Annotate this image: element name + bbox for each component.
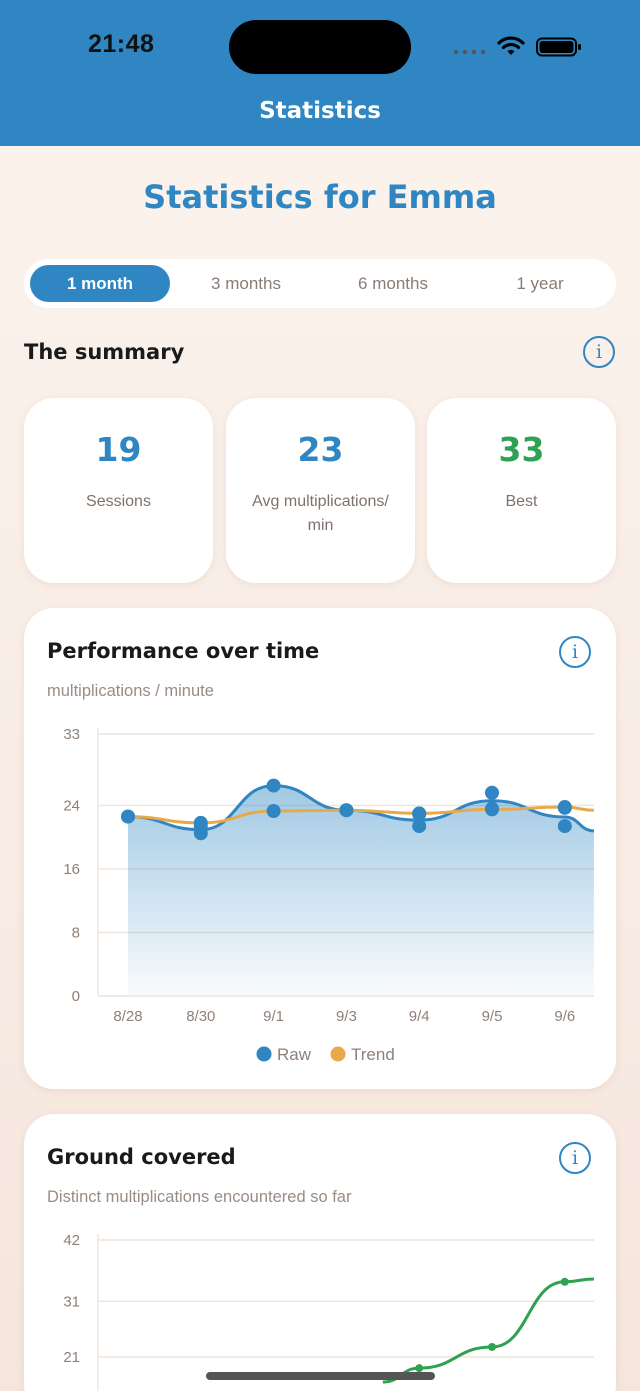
- dynamic-island: [229, 20, 411, 74]
- x-tick-label: 9/1: [263, 1008, 284, 1025]
- summary-info-icon[interactable]: i: [583, 336, 615, 368]
- x-tick-label: 9/3: [336, 1008, 357, 1025]
- legend-trend-label: Trend: [351, 1045, 395, 1064]
- stat-label: Best: [505, 493, 538, 510]
- raw-point: [485, 785, 499, 800]
- ground-subtitle: Distinct multiplications encountered so …: [47, 1188, 352, 1206]
- raw-series-line: [127, 784, 595, 833]
- raw-point: [266, 778, 281, 793]
- stat-card-best: 33 Best: [427, 398, 616, 583]
- home-indicator: [206, 1372, 435, 1380]
- battery-icon: [536, 37, 581, 57]
- legend-trend-marker: [330, 1046, 346, 1062]
- cellular-signal-icon: [453, 49, 486, 55]
- ground-chart: 21 31 42: [63, 1232, 594, 1391]
- ground-card: Ground covered i Distinct multiplication…: [24, 1114, 616, 1391]
- raw-point: [412, 807, 427, 822]
- performance-chart: 0 8 16 24 33 8/28 8/30 9/1 9/3 9/4 9/5 9/6 Raw Trend: [63, 726, 595, 1064]
- y-tick-label: 8: [72, 924, 80, 941]
- tab-1-month[interactable]: 1 month: [30, 265, 170, 302]
- page-heading: Statistics for Emma: [143, 178, 497, 216]
- stat-label: Sessions: [86, 493, 151, 510]
- raw-point: [412, 819, 427, 834]
- stat-card-sessions: 19 Sessions: [24, 398, 213, 583]
- y-tick-label: 0: [72, 988, 80, 1005]
- wifi-icon: [497, 36, 525, 55]
- performance-title: Performance over time: [47, 639, 320, 663]
- stat-value: 33: [498, 430, 545, 469]
- y-tick-label: 33: [63, 726, 80, 743]
- raw-point: [121, 809, 135, 824]
- raw-point: [557, 819, 572, 834]
- ground-series-line: [382, 1277, 594, 1384]
- status-bar: 21:48 Statistics: [0, 0, 640, 146]
- summary-title: The summary: [24, 340, 185, 364]
- raw-point: [557, 800, 572, 815]
- legend-raw-label: Raw: [277, 1045, 312, 1064]
- tab-3-months[interactable]: 3 months: [211, 274, 281, 293]
- period-selector: 1 month 3 months 6 months 1 year: [24, 259, 616, 308]
- tab-6-months[interactable]: 6 months: [358, 274, 428, 293]
- ground-point: [415, 1364, 424, 1373]
- performance-card: Performance over time i multiplications …: [24, 608, 616, 1089]
- tab-1-year[interactable]: 1 year: [516, 274, 564, 293]
- y-tick-label: 16: [63, 861, 80, 878]
- legend-raw-marker: [256, 1046, 272, 1062]
- ground-info-icon[interactable]: i: [559, 1142, 591, 1174]
- nav-title: Statistics: [259, 98, 381, 124]
- trend-point: [266, 804, 281, 819]
- stat-value: 23: [297, 430, 344, 469]
- status-time: 21:48: [88, 30, 155, 58]
- ground-title: Ground covered: [47, 1145, 236, 1169]
- performance-info-icon[interactable]: i: [559, 636, 591, 668]
- stat-value: 19: [95, 430, 142, 469]
- raw-point: [339, 803, 354, 818]
- x-tick-label: 9/4: [409, 1008, 430, 1025]
- stat-label: Avg multiplications/ min: [252, 493, 389, 534]
- raw-point: [193, 826, 208, 841]
- y-tick-label: 31: [63, 1293, 80, 1310]
- x-tick-label: 9/6: [554, 1008, 575, 1025]
- y-tick-label: 42: [63, 1232, 80, 1249]
- x-tick-label: 8/28: [113, 1008, 142, 1025]
- raw-point: [485, 801, 499, 816]
- raw-area: [128, 785, 594, 996]
- ground-point: [560, 1277, 569, 1286]
- x-tick-label: 9/5: [482, 1008, 503, 1025]
- trend-series-line: [127, 805, 594, 825]
- x-tick-label: 8/30: [186, 1008, 215, 1025]
- y-tick-label: 24: [63, 797, 80, 814]
- stat-card-average: 23 Avg multiplications/ min: [226, 398, 415, 583]
- performance-subtitle: multiplications / minute: [47, 682, 214, 700]
- y-tick-label: 21: [63, 1349, 80, 1366]
- ground-point: [488, 1342, 496, 1351]
